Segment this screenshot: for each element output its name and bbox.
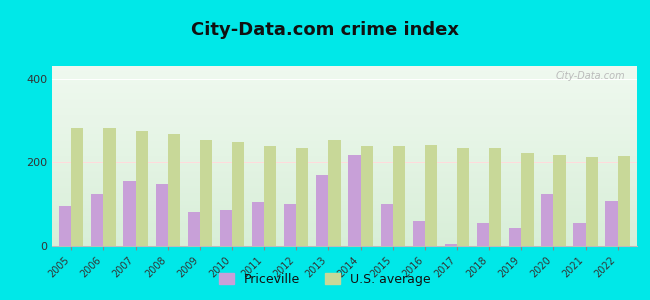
Bar — [103, 128, 116, 246]
Bar — [606, 201, 618, 246]
Text: City-Data.com: City-Data.com — [556, 71, 625, 81]
Bar — [252, 202, 264, 246]
Bar — [72, 128, 83, 246]
Bar — [457, 148, 469, 246]
Bar — [489, 148, 501, 246]
Bar — [509, 228, 521, 246]
Bar — [618, 156, 630, 246]
Bar — [264, 146, 276, 246]
Bar — [136, 131, 148, 246]
Bar — [393, 146, 405, 246]
Bar — [413, 221, 425, 246]
Bar — [188, 212, 200, 246]
Text: City-Data.com crime index: City-Data.com crime index — [191, 21, 459, 39]
Bar — [232, 142, 244, 246]
Bar — [348, 155, 361, 246]
Bar — [380, 204, 393, 246]
Bar — [220, 210, 232, 246]
Bar — [425, 145, 437, 246]
Bar — [521, 153, 534, 246]
Bar — [59, 206, 72, 246]
Bar — [573, 223, 586, 246]
Bar — [200, 140, 212, 246]
Bar — [553, 155, 566, 246]
Bar — [328, 140, 341, 246]
Bar — [541, 194, 553, 246]
Bar — [284, 204, 296, 246]
Legend: Priceville, U.S. average: Priceville, U.S. average — [214, 268, 436, 291]
Bar — [477, 223, 489, 246]
Bar — [296, 148, 309, 246]
Bar — [316, 175, 328, 246]
Bar — [168, 134, 180, 246]
Bar — [445, 244, 457, 246]
Bar — [124, 181, 136, 246]
Bar — [586, 157, 598, 246]
Bar — [361, 146, 373, 246]
Bar — [155, 184, 168, 246]
Bar — [91, 194, 103, 246]
